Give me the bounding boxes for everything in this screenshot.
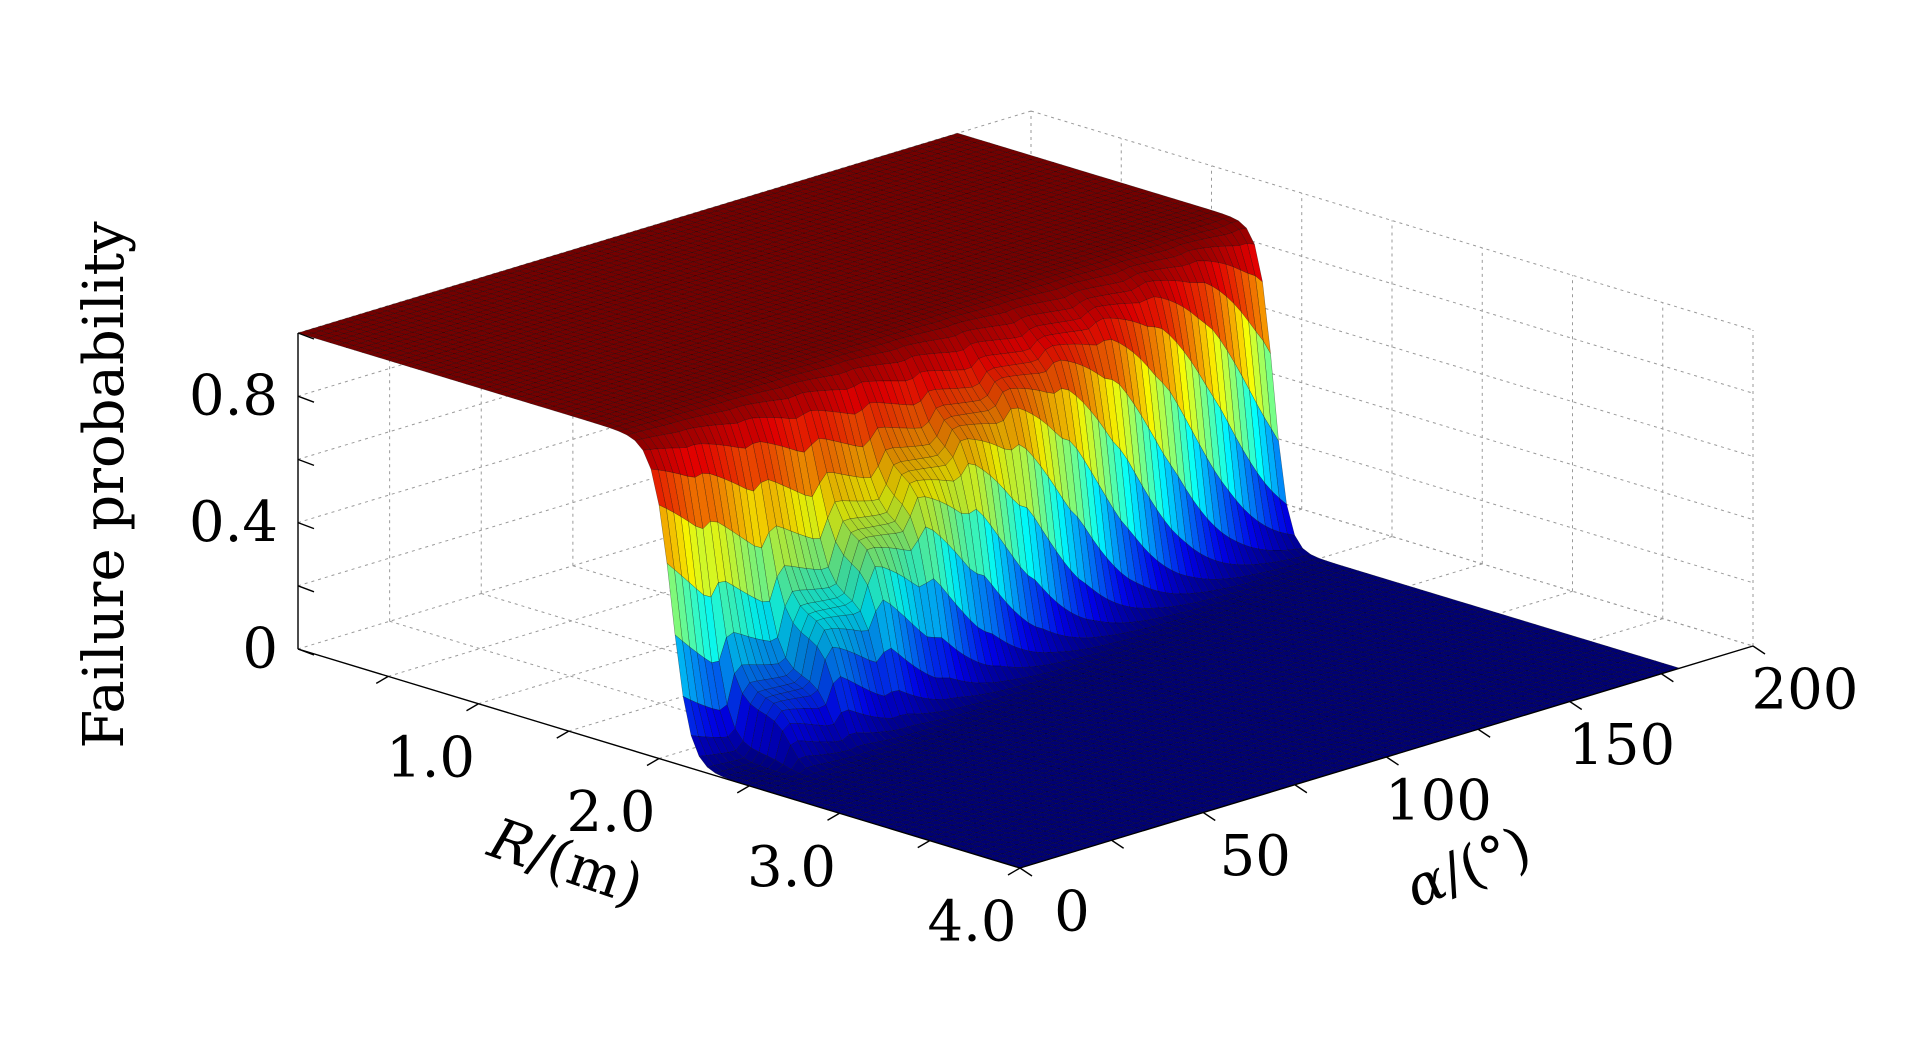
surface-mesh	[297, 132, 1681, 869]
grid-line	[297, 110, 1032, 334]
